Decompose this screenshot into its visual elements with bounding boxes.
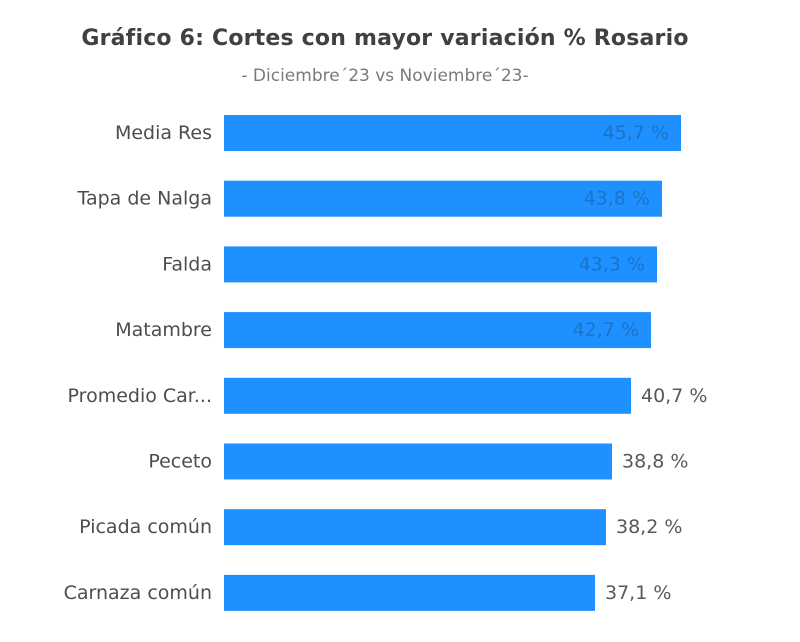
- value-label: 38,8 %: [622, 451, 688, 473]
- category-label: Media Res: [115, 122, 212, 144]
- bar: [224, 509, 606, 546]
- category-label: Picada común: [79, 516, 212, 538]
- bar: [224, 443, 612, 480]
- value-label: 43,8 %: [584, 188, 650, 210]
- value-label: 45,7 %: [603, 122, 669, 144]
- category-label: Tapa de Nalga: [77, 188, 212, 210]
- bar: [224, 312, 651, 349]
- value-label: 40,7 %: [641, 385, 707, 407]
- value-label: 42,7 %: [573, 319, 639, 341]
- bar: [224, 115, 681, 151]
- category-label: Promedio Car...: [68, 385, 212, 407]
- chart-subtitle: - Diciembre´23 vs Noviembre´23-: [241, 66, 529, 86]
- value-label: 43,3 %: [579, 253, 645, 275]
- category-label: Falda: [162, 253, 212, 275]
- bar: [224, 377, 631, 414]
- bar: [224, 180, 662, 217]
- category-label: Carnaza común: [64, 582, 212, 604]
- value-label: 38,2 %: [616, 516, 682, 538]
- value-label: 37,1 %: [605, 582, 671, 604]
- category-label: Matambre: [115, 319, 212, 341]
- chart-title: Gráfico 6: Cortes con mayor variación % …: [81, 26, 689, 51]
- bar: [224, 574, 595, 611]
- bar: [224, 246, 657, 283]
- category-label: Peceto: [148, 451, 212, 473]
